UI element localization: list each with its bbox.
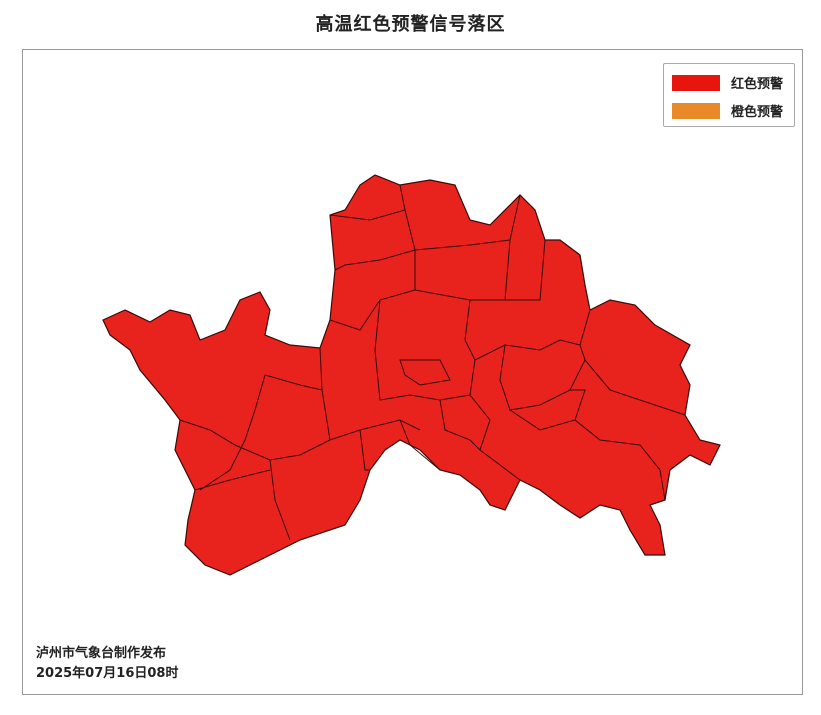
map-title: 高温红色预警信号落区 (315, 14, 506, 35)
issue-time: 2025年07月16日08时 (36, 666, 179, 681)
legend-label-orange: 橙色预警 (731, 105, 784, 120)
legend: 红色预警 橙色预警 (663, 63, 795, 127)
region-outline (102, 174, 721, 576)
district-borders (179, 184, 686, 541)
legend-swatch-orange (672, 102, 720, 119)
issuer-text: 泸州市气象台制作发布 (36, 646, 167, 661)
map-frame (22, 49, 803, 695)
legend-item-red: 红色预警 (672, 73, 783, 92)
legend-label-red: 红色预警 (731, 77, 784, 92)
legend-swatch-red (672, 74, 720, 91)
legend-item-orange: 橙色预警 (672, 101, 783, 120)
footer: 泸州市气象台制作发布 2025年07月16日08时 (36, 644, 178, 684)
